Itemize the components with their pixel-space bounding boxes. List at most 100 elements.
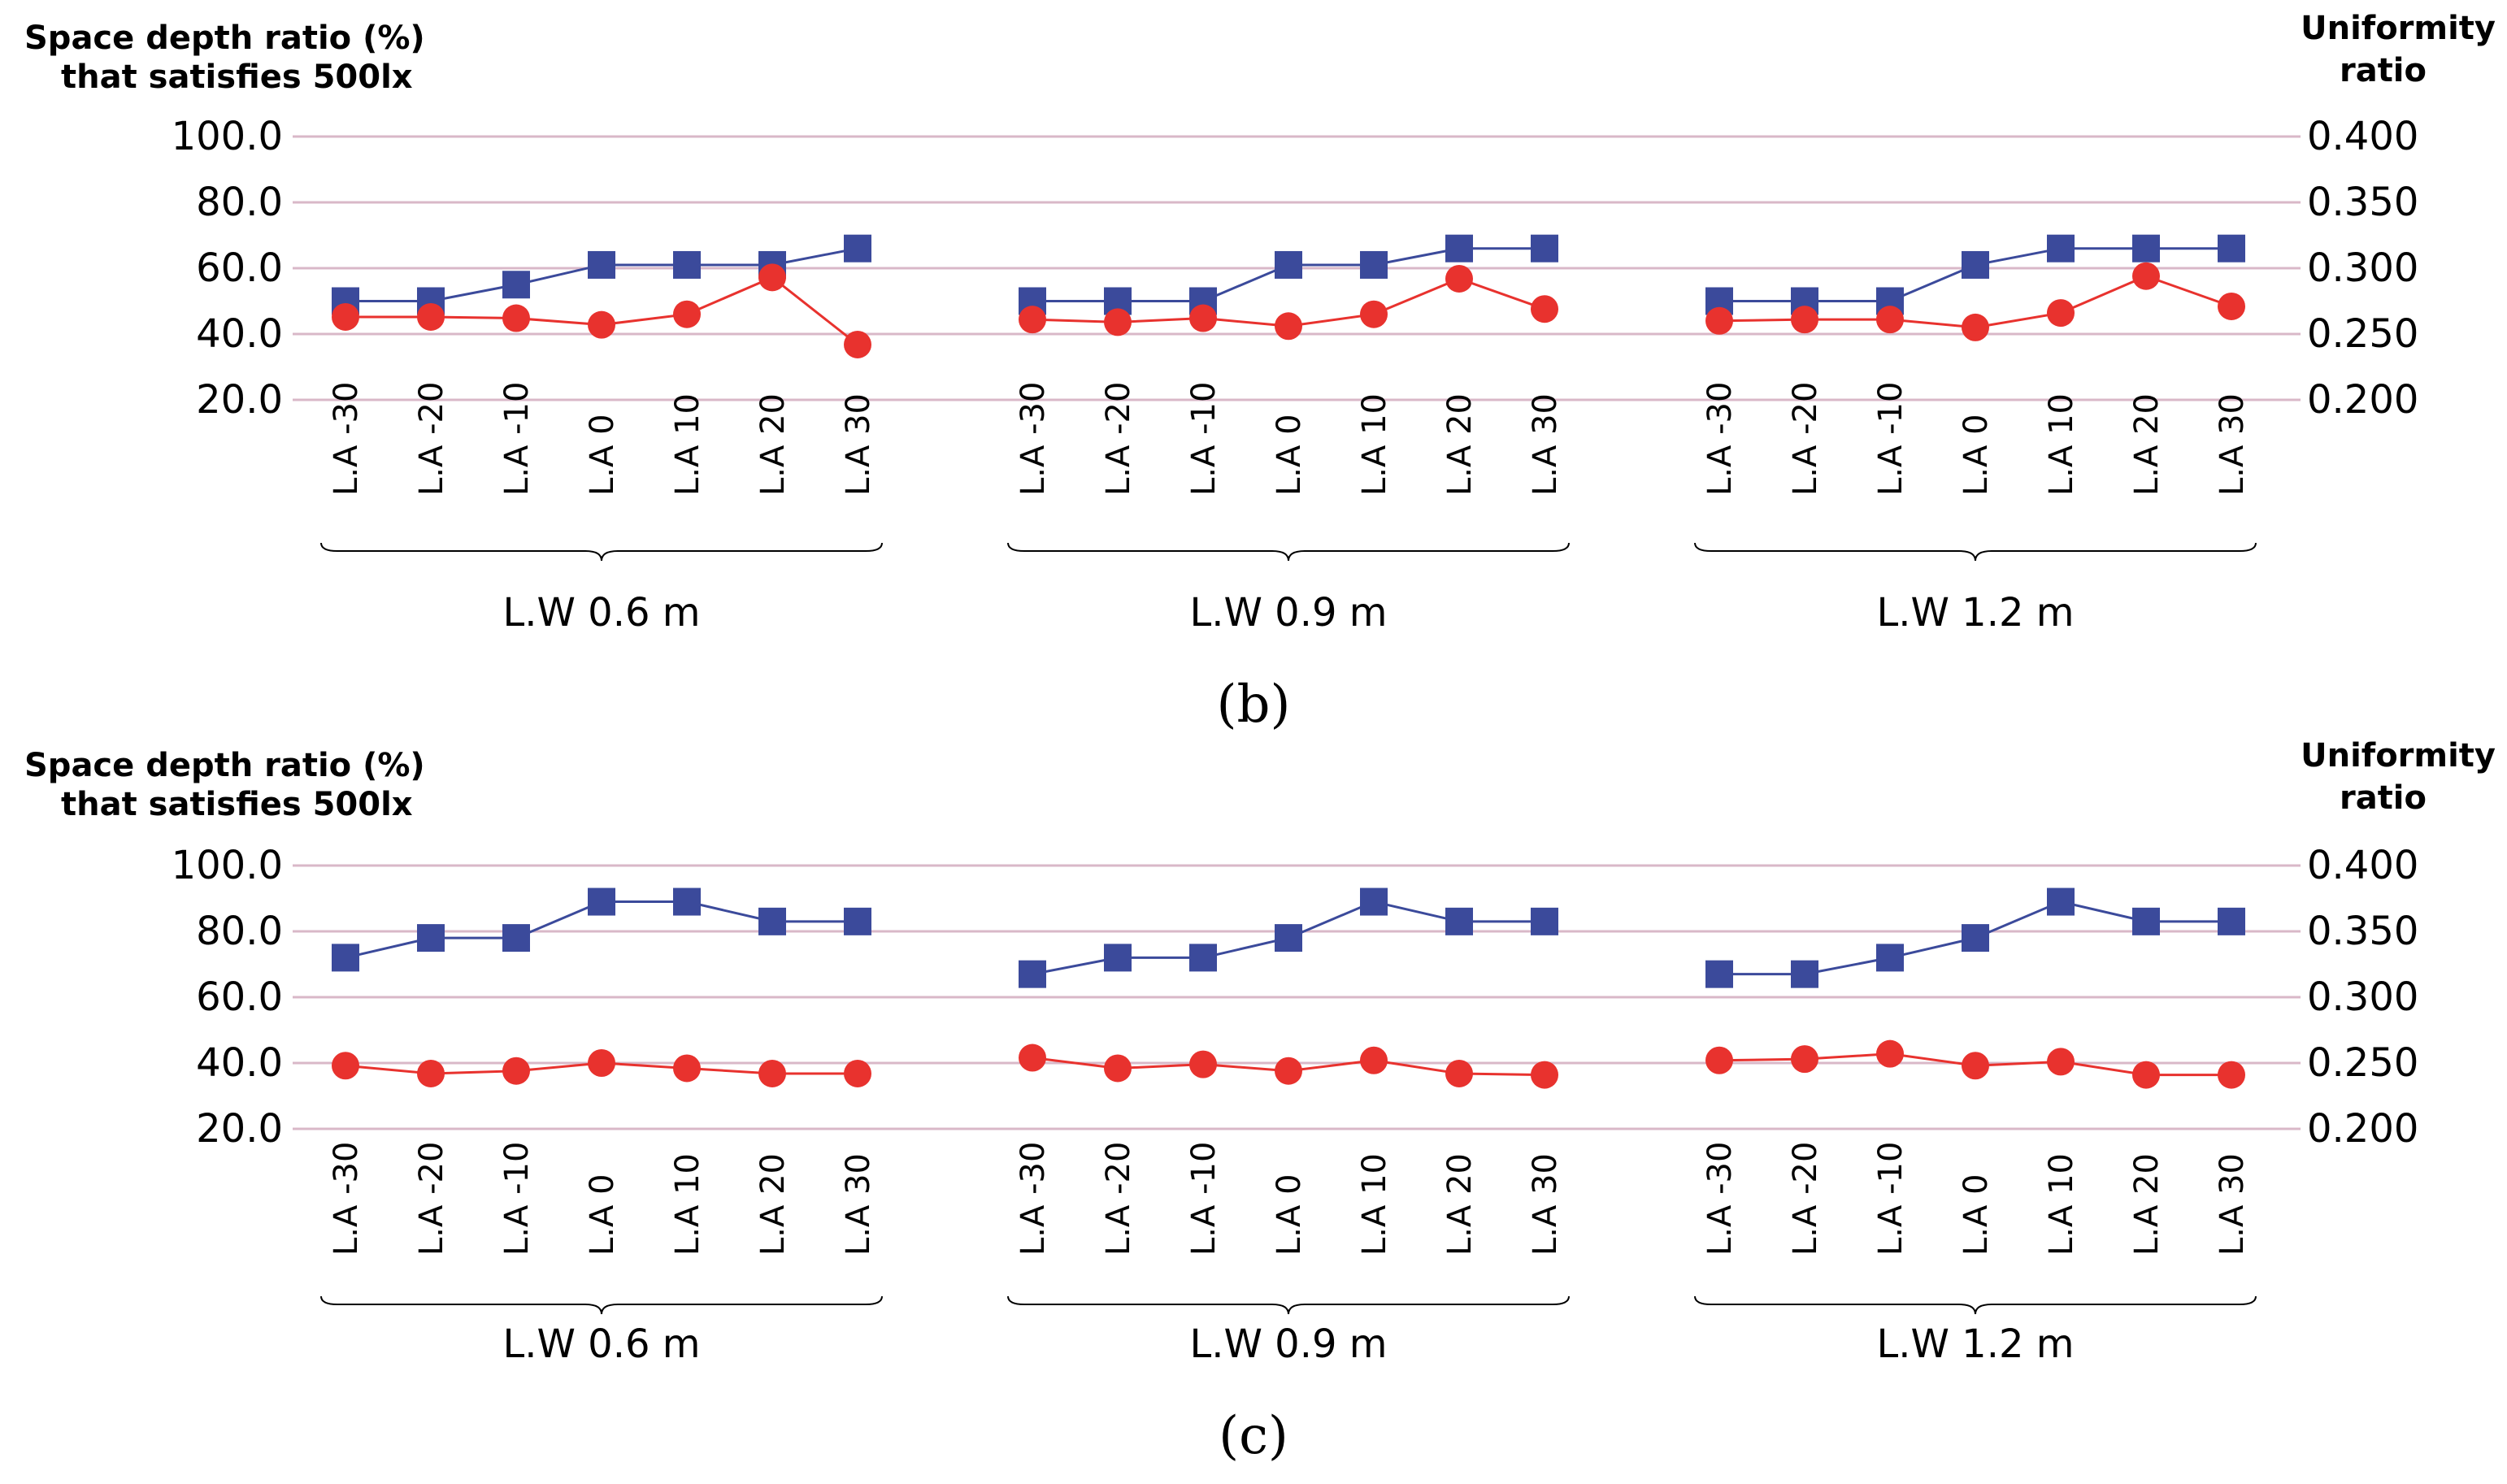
category-label: L.A -10 xyxy=(498,382,536,496)
category-label: L.A 20 xyxy=(754,1153,792,1256)
uniformity-marker xyxy=(1445,264,1473,293)
group-label: L.W 0.6 m xyxy=(502,1321,700,1367)
category-label: L.A 30 xyxy=(1527,393,1564,496)
right-tick-label: 0.400 xyxy=(2307,114,2418,159)
left-tick-label: 80.0 xyxy=(196,180,283,225)
group-brace xyxy=(320,542,883,562)
left-tick-label: 40.0 xyxy=(196,311,283,357)
uniformity-marker xyxy=(758,263,786,292)
uniformity-marker xyxy=(2132,262,2160,290)
uniformity-marker xyxy=(588,310,615,339)
space-depth-marker xyxy=(588,250,615,279)
category-label: L.A 0 xyxy=(1957,414,1995,496)
category-label: L.A 30 xyxy=(840,1153,877,1256)
space-depth-marker xyxy=(417,924,445,952)
category-label: L.A -20 xyxy=(413,1142,450,1256)
uniformity-marker xyxy=(1104,1054,1132,1083)
group-label: L.W 1.2 m xyxy=(1876,590,2074,636)
right-axis-title: ratio xyxy=(2340,779,2427,817)
uniformity-marker xyxy=(1962,1052,1989,1080)
category-label: L.A -20 xyxy=(413,382,450,496)
uniformity-marker xyxy=(1705,306,1733,335)
category-label: L.A 20 xyxy=(754,393,792,496)
space-depth-marker xyxy=(1104,944,1132,972)
space-depth-marker xyxy=(588,887,615,916)
space-depth-marker xyxy=(1705,960,1733,988)
space-depth-marker xyxy=(1189,944,1217,972)
category-label: L.A 20 xyxy=(2128,393,2166,496)
space-depth-marker xyxy=(502,271,530,299)
category-label: L.A -30 xyxy=(328,382,365,496)
space-depth-marker xyxy=(1275,250,1302,279)
space-depth-marker xyxy=(2132,234,2160,263)
uniformity-marker xyxy=(588,1049,615,1077)
space-depth-marker xyxy=(1962,924,1989,952)
category-label: L.A 10 xyxy=(2043,1153,2080,1256)
group-label: L.W 0.9 m xyxy=(1189,590,1387,636)
uniformity-marker xyxy=(417,302,445,331)
category-label: L.A 0 xyxy=(1271,414,1308,496)
uniformity-marker xyxy=(417,1059,445,1087)
uniformity-marker xyxy=(844,1059,871,1087)
right-tick-label: 0.350 xyxy=(2307,909,2418,954)
space-depth-marker xyxy=(1962,250,1989,279)
right-tick-label: 0.300 xyxy=(2307,245,2418,291)
category-label: L.A 30 xyxy=(1527,1153,1564,1256)
space-depth-marker xyxy=(673,250,701,279)
panel-label: (c) xyxy=(1219,1406,1288,1466)
uniformity-marker xyxy=(2047,1048,2075,1076)
right-tick-label: 0.200 xyxy=(2307,377,2418,423)
space-depth-marker xyxy=(1531,907,1558,935)
uniformity-marker xyxy=(758,1059,786,1087)
uniformity-marker xyxy=(1360,300,1388,328)
panel-label: (b) xyxy=(1217,675,1291,735)
left-axis-title: that satisfies 500lx xyxy=(61,59,413,96)
category-label: L.A -30 xyxy=(328,1142,365,1256)
category-label: L.A 20 xyxy=(2128,1153,2166,1256)
uniformity-marker xyxy=(1531,1061,1558,1089)
right-axis-title: Uniformity xyxy=(2301,10,2496,47)
space-depth-marker xyxy=(1360,887,1388,916)
category-label: L.A 30 xyxy=(2214,1153,2251,1256)
chart-panel-b: Space depth ratio (%)that satisfies 500l… xyxy=(24,10,2496,735)
category-label: L.A -30 xyxy=(1701,382,1739,496)
uniformity-marker xyxy=(1705,1046,1733,1074)
space-depth-marker xyxy=(2218,907,2245,935)
category-label: L.A 20 xyxy=(1441,1153,1479,1256)
uniformity-marker xyxy=(1189,304,1217,332)
category-label: L.A 10 xyxy=(2043,393,2080,496)
uniformity-marker xyxy=(332,302,359,331)
right-tick-label: 0.350 xyxy=(2307,180,2418,225)
uniformity-marker xyxy=(2218,1061,2245,1089)
category-label: L.A -30 xyxy=(1701,1142,1739,1256)
uniformity-marker xyxy=(2218,292,2245,320)
space-depth-marker xyxy=(1275,924,1302,952)
category-label: L.A -20 xyxy=(1787,1142,1824,1256)
uniformity-marker xyxy=(502,1057,530,1085)
space-depth-marker xyxy=(502,924,530,952)
space-depth-marker xyxy=(673,887,701,916)
uniformity-marker xyxy=(1791,1045,1818,1074)
space-depth-marker xyxy=(1445,907,1473,935)
left-axis-title: Space depth ratio (%) xyxy=(24,20,425,57)
left-tick-label: 60.0 xyxy=(196,245,283,291)
right-tick-label: 0.250 xyxy=(2307,311,2418,357)
space-depth-marker xyxy=(1019,960,1046,988)
category-label: L.A -20 xyxy=(1100,1142,1137,1256)
category-label: L.A 0 xyxy=(584,414,621,496)
uniformity-marker xyxy=(502,304,530,332)
group-brace xyxy=(1007,1295,1570,1315)
uniformity-marker xyxy=(1275,1057,1302,1085)
uniformity-marker xyxy=(332,1052,359,1080)
space-depth-marker xyxy=(2047,887,2075,916)
uniformity-marker xyxy=(2047,299,2075,328)
uniformity-marker xyxy=(1445,1059,1473,1087)
space-depth-marker xyxy=(758,907,786,935)
category-label: L.A 20 xyxy=(1441,393,1479,496)
left-tick-label: 60.0 xyxy=(196,974,283,1020)
space-depth-marker xyxy=(1445,234,1473,263)
space-depth-marker xyxy=(2132,907,2160,935)
category-label: L.A -30 xyxy=(1015,1142,1052,1256)
uniformity-marker xyxy=(844,330,871,358)
